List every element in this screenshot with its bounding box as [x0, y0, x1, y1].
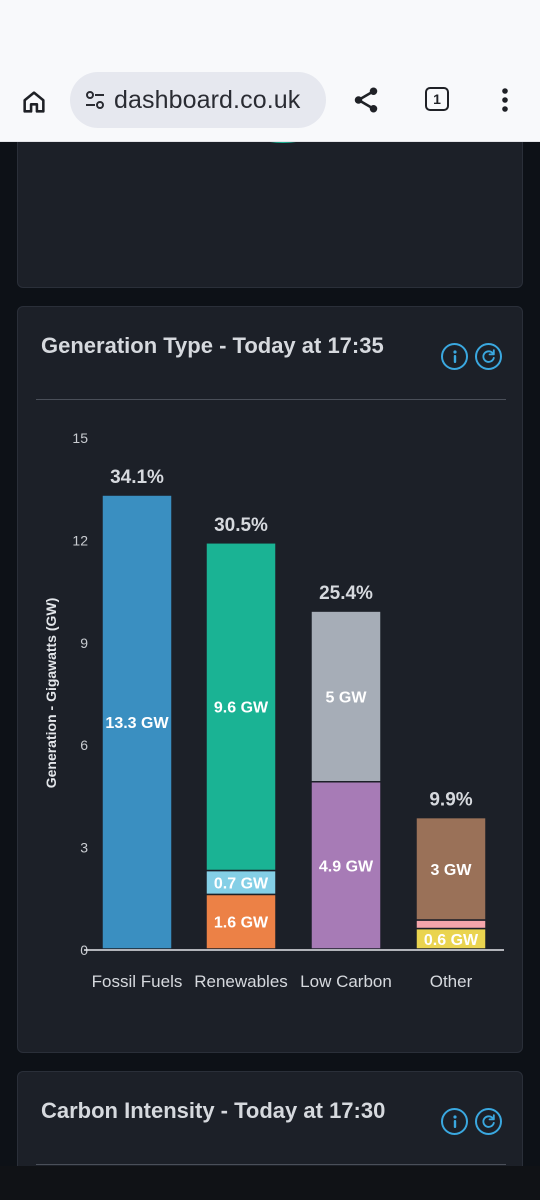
segment-label: 0.6 GW: [424, 932, 479, 949]
bar-segment: [205, 893, 277, 950]
bar-segment: [415, 919, 487, 930]
overflow-menu-button[interactable]: [490, 80, 520, 120]
bar-total-label: 30.5%: [214, 515, 268, 536]
segment-label: 0.7 GW: [214, 875, 269, 892]
home-button[interactable]: [14, 82, 54, 122]
tune-icon: [86, 91, 104, 109]
previous-card: [17, 142, 523, 288]
home-icon: [23, 91, 45, 113]
url-text[interactable]: dashboard.co.uk: [114, 85, 301, 114]
card-actions: [441, 1108, 502, 1135]
bar-total-label: 9.9%: [429, 790, 472, 811]
generation-type-card: Generation Type - Today at 17:35 Generat…: [17, 306, 523, 1053]
y-tick-label: 15: [72, 430, 88, 446]
refresh-button[interactable]: [475, 343, 502, 370]
info-button[interactable]: [441, 1108, 468, 1135]
y-axis-title: Generation - Gigawatts (GW): [43, 598, 59, 789]
x-category-label: Renewables: [194, 972, 288, 991]
card-actions: [441, 343, 502, 370]
segment-label: 4.9 GW: [319, 858, 374, 875]
share-button[interactable]: [346, 80, 386, 120]
address-bar[interactable]: dashboard.co.uk: [70, 72, 326, 128]
share-icon: [354, 87, 378, 113]
info-icon: [452, 1114, 457, 1128]
x-category-label: Fossil Fuels: [92, 972, 183, 991]
x-category-label: Other: [430, 972, 473, 991]
segment-label: 5 GW: [326, 689, 368, 706]
y-tick-label: 12: [72, 532, 88, 548]
bar-segment: [101, 494, 173, 950]
bar-segment: [310, 780, 382, 950]
bar-segment: [415, 816, 487, 921]
dashboard-page[interactable]: Generation Type - Today at 17:35 Generat…: [0, 142, 540, 1166]
bar-total-label: 25.4%: [319, 583, 373, 604]
bar-segment: [205, 542, 277, 872]
carbon-intensity-card: Carbon Intensity - Today at 17:30: [17, 1071, 523, 1166]
card-title: Carbon Intensity - Today at 17:30: [41, 1098, 386, 1123]
y-tick-label: 9: [80, 635, 88, 651]
gauge-arc: [198, 142, 368, 143]
tab-switcher-icon: 1: [425, 87, 449, 111]
bar-total-label: 34.1%: [110, 467, 164, 488]
info-button[interactable]: [441, 343, 468, 370]
y-tick-label: 3: [80, 840, 88, 856]
info-icon: [452, 349, 457, 363]
bar-segment: [310, 610, 382, 783]
more-vert-icon: [502, 88, 508, 112]
y-tick-label: 6: [80, 737, 88, 753]
status-bar: [0, 0, 540, 58]
card-title: Generation Type - Today at 17:35: [41, 333, 384, 358]
refresh-button[interactable]: [475, 1108, 502, 1135]
segment-label: 3 GW: [431, 862, 473, 879]
browser-toolbar: dashboard.co.uk 1: [0, 58, 540, 142]
segment-label: 9.6 GW: [214, 700, 269, 717]
system-nav-bar: [0, 1166, 540, 1200]
segment-label: 1.6 GW: [214, 915, 269, 932]
card-divider: [36, 399, 506, 400]
generation-chart: Generation - Gigawatts (GW)0369121513.3 …: [43, 430, 504, 991]
tab-count: 1: [433, 91, 441, 107]
segment-label: 13.3 GW: [105, 715, 169, 732]
x-category-label: Low Carbon: [300, 972, 392, 991]
tab-switcher-button[interactable]: 1: [420, 82, 454, 116]
refresh-icon: [482, 1114, 495, 1128]
site-settings-button[interactable]: [82, 87, 108, 113]
refresh-icon: [482, 349, 495, 363]
card-divider: [36, 1164, 506, 1165]
